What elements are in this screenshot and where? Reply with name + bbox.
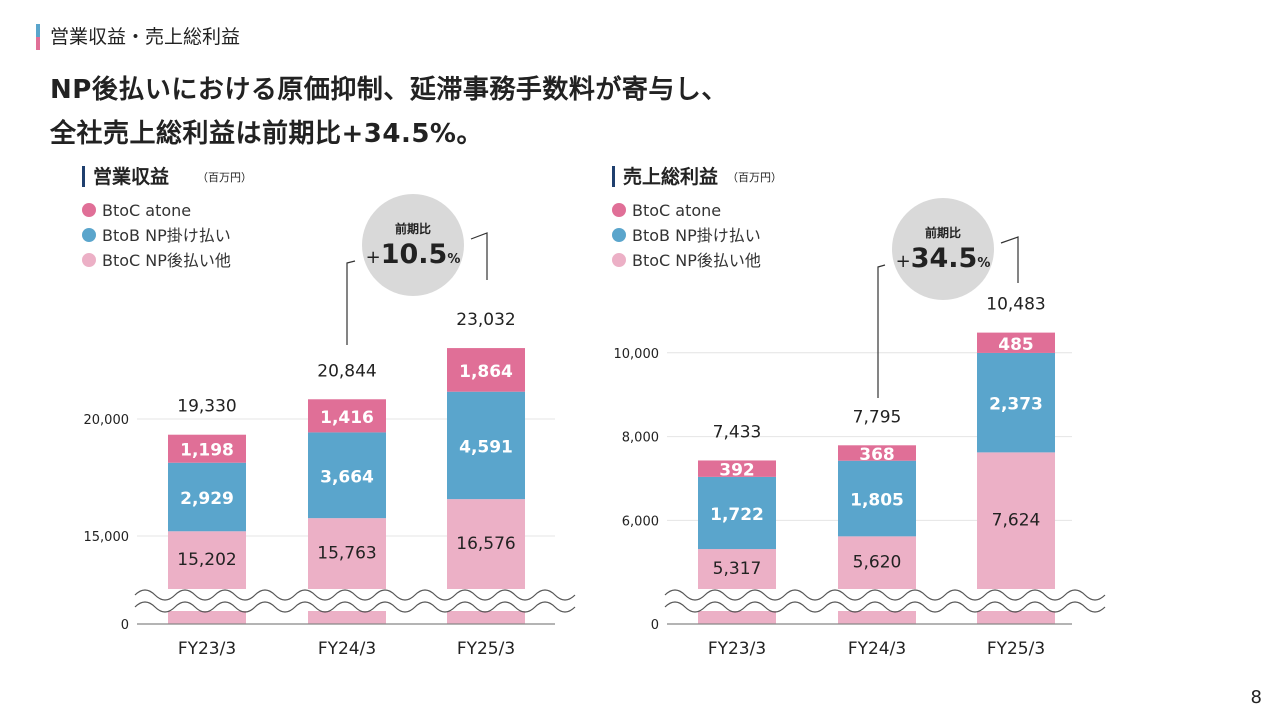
gross-profit-chart: 売上総利益 （百万円） BtoC atone BtoB NP掛け払い BtoC NP後払… bbox=[612, 165, 1106, 659]
section-accent-bar bbox=[36, 24, 40, 50]
segment-value-label: 5,620 bbox=[853, 553, 902, 573]
bar-segment-btoc-atone bbox=[168, 434, 246, 463]
bar-segment-btoc-atone bbox=[308, 399, 386, 433]
growth-label: 前期比 bbox=[925, 225, 961, 240]
growth-value: +10.5% bbox=[366, 239, 461, 270]
total-value-label: 19,330 bbox=[177, 397, 236, 417]
bar-segment-btob-np bbox=[698, 476, 776, 550]
segment-value-label: 392 bbox=[719, 461, 755, 481]
y-tick-label: 20,000 bbox=[84, 413, 130, 428]
segment-value-label: 485 bbox=[998, 335, 1034, 355]
segment-value-label: 7,624 bbox=[992, 511, 1041, 531]
axis-break-band bbox=[135, 589, 557, 611]
chart-title-accent bbox=[612, 166, 615, 187]
total-value-label: 7,433 bbox=[713, 422, 762, 442]
growth-badge bbox=[362, 194, 464, 296]
unit-label: （百万円） bbox=[197, 171, 252, 184]
growth-value: +34.5% bbox=[896, 243, 991, 274]
segment-value-label: 2,929 bbox=[180, 489, 234, 509]
y-tick-label: 8,000 bbox=[622, 431, 659, 446]
headline-line-2: 全社売上総利益は前期比+34.5%。 bbox=[50, 119, 483, 149]
x-tick-label: FY23/3 bbox=[708, 639, 766, 659]
growth-connector-right bbox=[1000, 236, 1019, 283]
chart-title: 売上総利益 bbox=[623, 165, 718, 188]
legend-label: BtoC NP後払い他 bbox=[632, 251, 761, 270]
bar-segment-btoc-atone bbox=[447, 348, 525, 392]
total-value-label: 23,032 bbox=[456, 310, 515, 330]
operating-revenue-chart: 営業収益 （百万円） BtoC atone BtoB NP掛け払い BtoC NP後払い… bbox=[82, 165, 576, 659]
legend-marker bbox=[612, 253, 626, 267]
growth-label: 前期比 bbox=[395, 221, 431, 236]
bar-segment-btob-np bbox=[308, 432, 386, 519]
legend-label: BtoB NP掛け払い bbox=[632, 226, 761, 245]
legend-marker bbox=[612, 203, 626, 217]
bar-segment-btob-np bbox=[447, 391, 525, 500]
x-tick-label: FY24/3 bbox=[318, 639, 376, 659]
headline: NP後払いにおける原価抑制、延滞事務手数料が寄与し、 全社売上総利益は前期比+3… bbox=[50, 68, 728, 156]
segment-value-label: 1,864 bbox=[459, 362, 513, 382]
growth-badge bbox=[892, 198, 994, 300]
segment-value-label: 15,202 bbox=[177, 550, 236, 570]
x-tick-label: FY24/3 bbox=[848, 639, 906, 659]
legend-label: BtoC atone bbox=[102, 201, 191, 220]
segment-value-label: 1,805 bbox=[850, 491, 904, 511]
legend-marker bbox=[82, 228, 96, 242]
legend-label: BtoC atone bbox=[632, 201, 721, 220]
unit-label: （百万円） bbox=[727, 171, 782, 184]
bar-segment-btoc-atone bbox=[698, 460, 776, 477]
y-tick-label: 15,000 bbox=[84, 530, 130, 545]
legend-marker bbox=[612, 228, 626, 242]
segment-value-label: 368 bbox=[859, 445, 895, 465]
page-number: 8 bbox=[1250, 687, 1262, 708]
segment-value-label: 16,576 bbox=[456, 534, 515, 554]
total-value-label: 20,844 bbox=[317, 361, 376, 381]
axis-break-line-upper bbox=[134, 589, 576, 601]
section-title: 営業収益・売上総利益 bbox=[50, 26, 241, 48]
bar-segment-btob-np bbox=[168, 462, 246, 532]
x-tick-label: FY25/3 bbox=[457, 639, 515, 659]
legend-marker bbox=[82, 253, 96, 267]
chart-title-accent bbox=[82, 166, 85, 187]
axis-break-line-lower bbox=[664, 601, 1106, 613]
x-tick-label: FY25/3 bbox=[987, 639, 1045, 659]
y-tick-label: 10,000 bbox=[614, 347, 660, 362]
segment-value-label: 2,373 bbox=[989, 395, 1043, 415]
segment-value-label: 15,763 bbox=[317, 544, 376, 564]
bar-segment-btob-np bbox=[838, 460, 916, 537]
y-tick-label: 0 bbox=[651, 618, 659, 633]
bar-segment-btoc-atone bbox=[838, 445, 916, 461]
axis-break-line-upper bbox=[664, 589, 1106, 601]
segment-value-label: 3,664 bbox=[320, 467, 374, 487]
segment-value-label: 5,317 bbox=[713, 559, 762, 579]
x-tick-label: FY23/3 bbox=[178, 639, 236, 659]
axis-break-line-lower bbox=[134, 601, 576, 613]
segment-value-label: 1,416 bbox=[320, 408, 374, 428]
growth-connector-right bbox=[470, 232, 488, 280]
y-tick-label: 6,000 bbox=[622, 514, 659, 529]
y-tick-label: 0 bbox=[121, 618, 129, 633]
segment-value-label: 4,591 bbox=[459, 437, 513, 457]
bar-segment-btob-np bbox=[977, 352, 1055, 453]
legend-marker bbox=[82, 203, 96, 217]
bar-segment-btoc-atone bbox=[977, 332, 1055, 353]
growth-connector-left bbox=[346, 260, 356, 345]
total-value-label: 7,795 bbox=[853, 407, 902, 427]
growth-connector-left bbox=[877, 264, 886, 398]
legend-label: BtoC NP後払い他 bbox=[102, 251, 231, 270]
segment-value-label: 1,722 bbox=[710, 505, 764, 525]
chart-title: 営業収益 bbox=[93, 165, 169, 188]
legend-label: BtoB NP掛け払い bbox=[102, 226, 231, 245]
total-value-label: 10,483 bbox=[986, 295, 1045, 315]
segment-value-label: 1,198 bbox=[180, 441, 234, 461]
axis-break-band bbox=[665, 589, 1074, 611]
headline-line-1: NP後払いにおける原価抑制、延滞事務手数料が寄与し、 bbox=[50, 75, 728, 105]
